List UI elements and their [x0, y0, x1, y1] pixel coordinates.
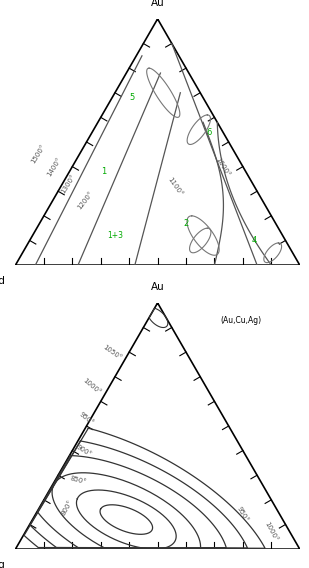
Text: 900°: 900° — [75, 444, 92, 458]
Text: 5: 5 — [129, 93, 135, 102]
Text: 850°: 850° — [69, 475, 87, 485]
Text: 1100°: 1100° — [166, 176, 183, 197]
Text: Pd: Pd — [0, 277, 5, 286]
Text: Au: Au — [151, 0, 164, 7]
Text: 1500°: 1500° — [30, 144, 46, 165]
Text: 1+3: 1+3 — [107, 231, 123, 240]
Text: 950°: 950° — [78, 411, 95, 426]
Text: 1000°: 1000° — [82, 377, 102, 396]
Text: 800°: 800° — [60, 498, 74, 516]
Text: Ag: Ag — [0, 561, 5, 568]
Text: (Au,Cu,Ag): (Au,Cu,Ag) — [220, 316, 261, 325]
Text: 1050°: 1050° — [102, 344, 123, 361]
Text: 1200°: 1200° — [76, 190, 94, 210]
Text: Au: Au — [151, 282, 164, 291]
Text: 2: 2 — [184, 219, 188, 228]
Text: 1400°: 1400° — [46, 156, 62, 177]
Text: 6: 6 — [206, 128, 211, 137]
Text: 1: 1 — [101, 167, 106, 176]
Text: 1300°: 1300° — [60, 173, 76, 195]
Text: 950°: 950° — [236, 506, 250, 524]
Text: 4: 4 — [252, 236, 257, 245]
Text: 1000°: 1000° — [215, 156, 231, 177]
Text: 1000°: 1000° — [264, 521, 279, 543]
